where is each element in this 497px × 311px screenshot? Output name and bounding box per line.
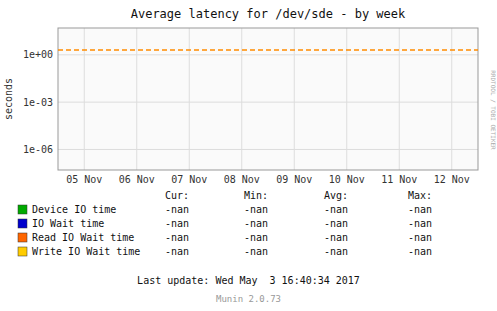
table-value: -nan [244,246,268,257]
y-tick-label: 1e+00 [23,49,53,60]
title: Average latency for /dev/sde - by week [131,7,406,21]
legend-label: Device IO time [32,204,116,215]
plot-area [58,28,478,170]
reference-line [58,49,478,51]
table-value: -nan [165,246,189,257]
chart: 1e-06 1e-03 1e+00 05 Nov 06 Nov 07 Nov 08 Nov 0… [0,0,497,311]
y-tick-label: 1e-06 [23,144,53,155]
y-tick-label: 1e-03 [23,97,53,108]
version: Munin 2.0.73 [216,294,281,304]
x-tick-label: 10 Nov [329,174,365,185]
table-value: -nan [324,218,348,229]
y-axis-label: seconds [3,78,14,120]
legend-label: Write IO Wait time [32,246,140,257]
grid-line-x [136,28,137,170]
table-header: Cur: [165,190,189,201]
table-value: -nan [408,232,432,243]
x-tick-label: 07 Nov [171,174,207,185]
table-header: Avg: [324,190,348,201]
table-value: -nan [324,246,348,257]
table-value: -nan [408,204,432,215]
table-value: -nan [165,204,189,215]
legend-swatch [18,219,27,228]
grid-line-x [241,28,242,170]
table-value: -nan [408,218,432,229]
grid-line-x [84,28,85,170]
grid-line-x [189,28,190,170]
grid-line-x [399,28,400,170]
x-tick-label: 08 Nov [224,174,260,185]
table-value: -nan [165,218,189,229]
grid-line-y [58,149,478,150]
table-header: Max: [408,190,432,201]
table-value: -nan [244,218,268,229]
side-label: RRDTOOL / TOBI OETIKER [490,70,497,150]
legend-label: IO Wait time [32,218,104,229]
grid-line-y [58,102,478,103]
legend-label: Read IO Wait time [32,232,134,243]
x-tick-label: 12 Nov [434,174,470,185]
plot-frame [58,28,478,170]
table-value: -nan [244,204,268,215]
table-value: -nan [324,232,348,243]
legend-swatch [18,233,27,242]
table-header: Min: [244,190,268,201]
x-tick-label: 06 Nov [119,174,155,185]
last-update: Last update: Wed May 3 16:40:34 2017 [137,275,360,286]
data-layer [58,50,478,51]
table-value: -nan [165,232,189,243]
x-tick-label: 09 Nov [276,174,312,185]
grid-line-y [58,54,478,55]
table-value: -nan [324,204,348,215]
grid-line-x [451,28,452,170]
legend-swatch [18,205,27,214]
table-value: -nan [244,232,268,243]
table-value: -nan [408,246,432,257]
grid-line-x [294,28,295,170]
grid-line-x [346,28,347,170]
legend-swatch [18,247,27,256]
x-tick-label: 05 Nov [66,174,102,185]
x-tick-label: 11 Nov [381,174,417,185]
